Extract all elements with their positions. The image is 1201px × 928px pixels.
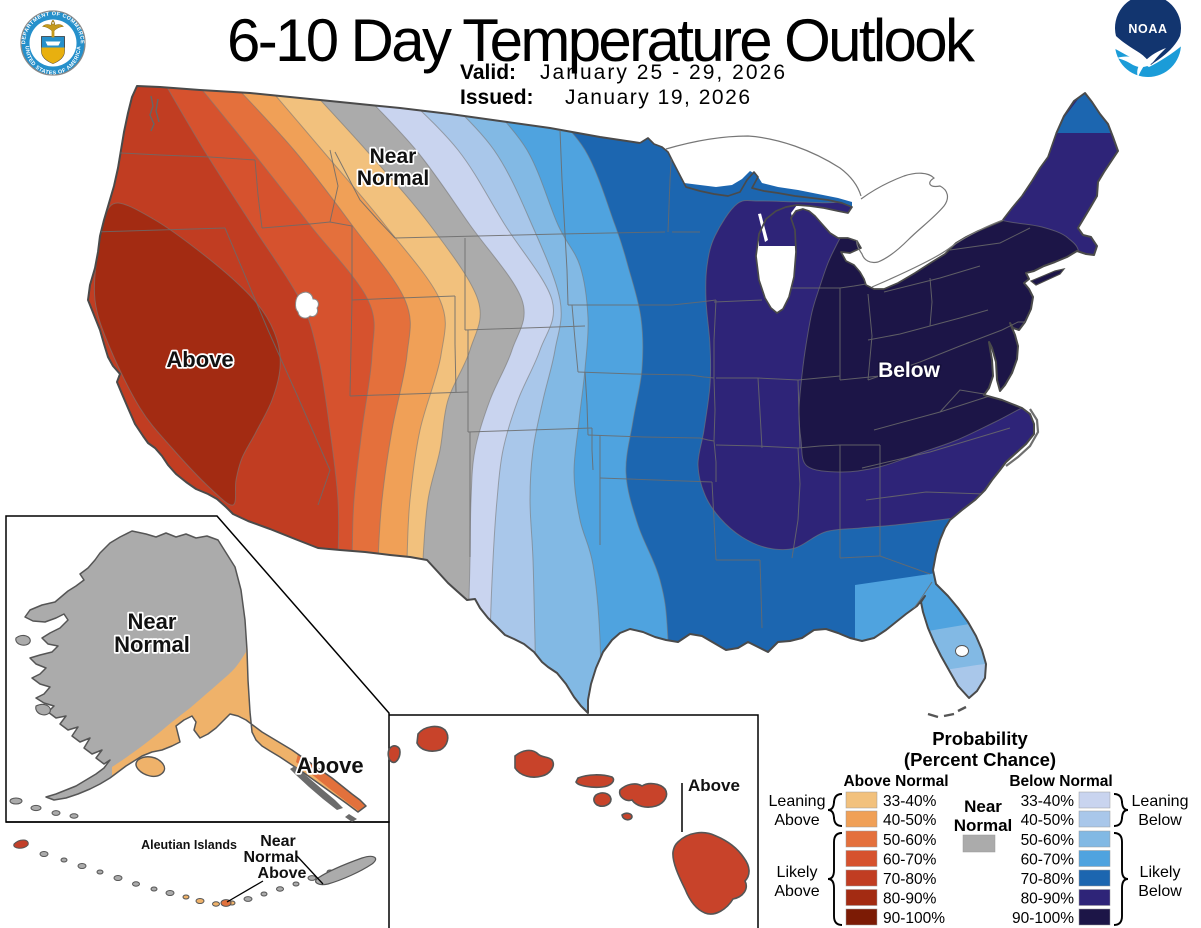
svg-text:80-90%: 80-90% xyxy=(883,891,937,908)
svg-text:Below: Below xyxy=(878,359,941,382)
svg-text:90-100%: 90-100% xyxy=(1012,910,1074,927)
svg-text:Normal: Normal xyxy=(114,632,190,657)
svg-text:Issued:: Issued: xyxy=(460,86,534,109)
svg-text:70-80%: 70-80% xyxy=(883,871,937,888)
svg-text:60-70%: 60-70% xyxy=(1021,852,1075,869)
svg-text:Aleutian Islands: Aleutian Islands xyxy=(141,838,237,852)
svg-text:Above: Above xyxy=(688,776,740,795)
svg-text:January 19, 2026: January 19, 2026 xyxy=(565,86,750,109)
svg-text:NOAA: NOAA xyxy=(1128,22,1167,36)
svg-text:Leaning: Leaning xyxy=(769,793,826,810)
svg-text:Normal: Normal xyxy=(357,167,429,190)
svg-text:Near: Near xyxy=(964,797,1002,816)
svg-text:50-60%: 50-60% xyxy=(883,832,937,849)
svg-text:33-40%: 33-40% xyxy=(1021,793,1075,810)
svg-text:Likely: Likely xyxy=(1140,864,1181,881)
svg-text:Below Normal: Below Normal xyxy=(1009,773,1112,790)
svg-text:Probability: Probability xyxy=(932,728,1028,749)
svg-text:Near: Near xyxy=(260,833,296,850)
svg-text:Above: Above xyxy=(774,812,819,829)
svg-text:33-40%: 33-40% xyxy=(883,793,937,810)
svg-text:Normal: Normal xyxy=(954,816,1013,835)
svg-text:Above: Above xyxy=(296,753,363,778)
svg-text:Normal: Normal xyxy=(243,849,298,866)
svg-text:Near: Near xyxy=(128,609,177,634)
svg-text:Valid:: Valid: xyxy=(460,61,516,84)
svg-text:40-50%: 40-50% xyxy=(883,812,937,829)
svg-text:Above: Above xyxy=(166,347,233,372)
svg-text:Below: Below xyxy=(1138,883,1182,900)
svg-text:Above Normal: Above Normal xyxy=(843,773,948,790)
svg-text:60-70%: 60-70% xyxy=(883,852,937,869)
svg-text:(Percent Chance): (Percent Chance) xyxy=(904,749,1056,770)
svg-text:70-80%: 70-80% xyxy=(1021,871,1075,888)
svg-text:Likely: Likely xyxy=(777,864,818,881)
svg-text:40-50%: 40-50% xyxy=(1021,812,1075,829)
svg-text:Above: Above xyxy=(258,865,307,882)
svg-text:Below: Below xyxy=(1138,812,1182,829)
svg-text:6-10 Day Temperature Outlook: 6-10 Day Temperature Outlook xyxy=(227,7,976,74)
svg-text:50-60%: 50-60% xyxy=(1021,832,1075,849)
svg-text:80-90%: 80-90% xyxy=(1021,891,1075,908)
svg-text:Leaning: Leaning xyxy=(1132,793,1189,810)
svg-text:90-100%: 90-100% xyxy=(883,910,945,927)
svg-text:Near: Near xyxy=(370,145,417,168)
svg-text:Above: Above xyxy=(774,883,819,900)
